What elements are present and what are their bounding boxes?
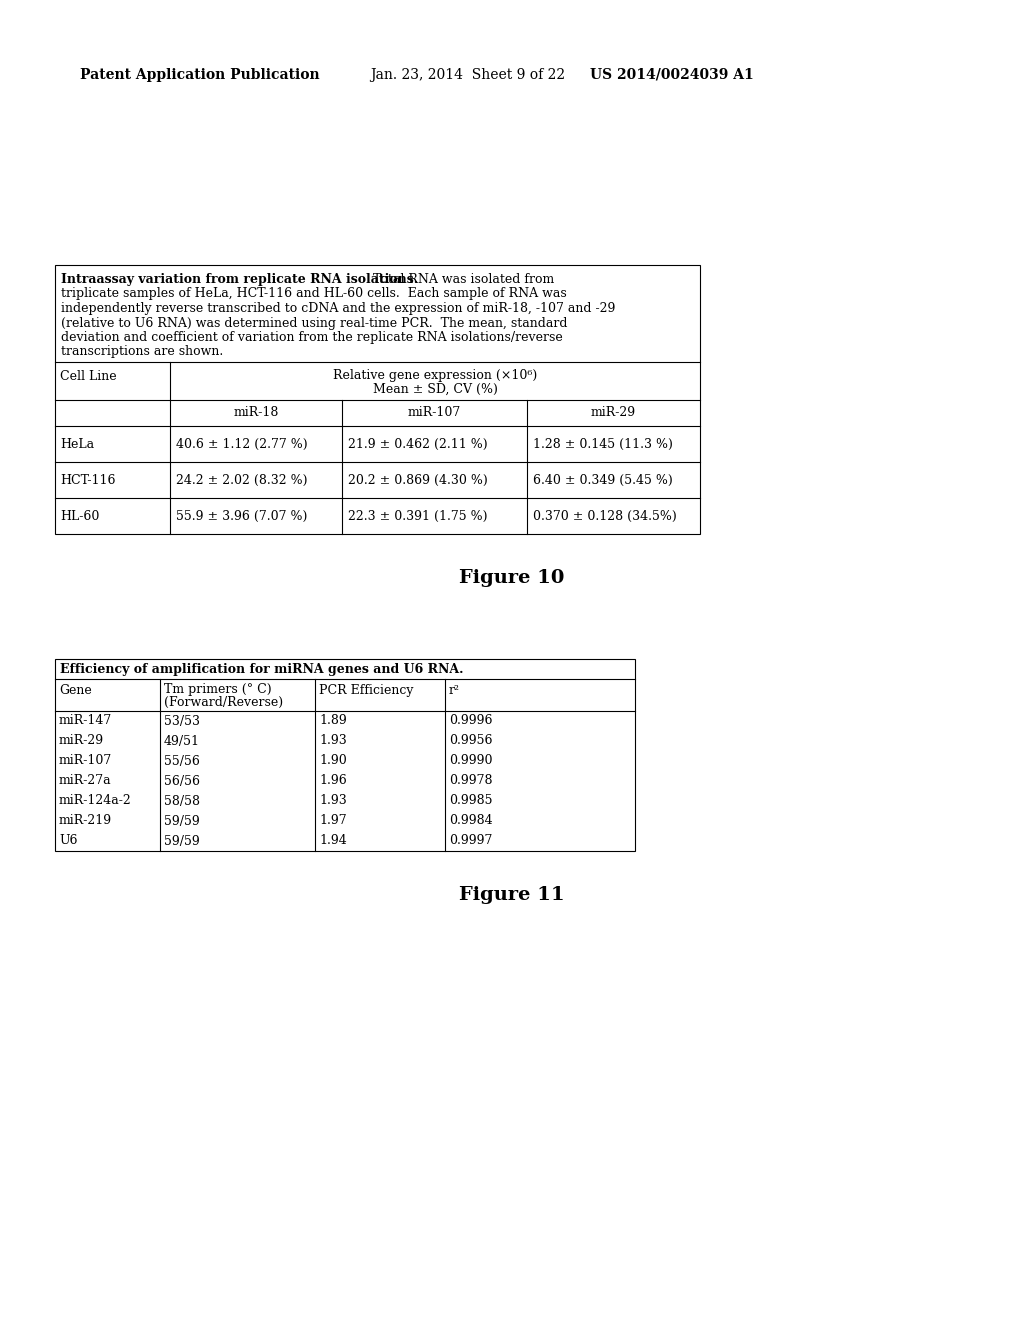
Text: (Forward/Reverse): (Forward/Reverse) bbox=[164, 696, 283, 709]
Text: miR-27a: miR-27a bbox=[59, 775, 112, 788]
Text: 1.90: 1.90 bbox=[319, 755, 347, 767]
Text: 53/53: 53/53 bbox=[164, 714, 200, 727]
Text: 0.9985: 0.9985 bbox=[449, 795, 493, 808]
Text: 21.9 ± 0.462 (2.11 %): 21.9 ± 0.462 (2.11 %) bbox=[348, 437, 487, 450]
Text: HL-60: HL-60 bbox=[60, 510, 99, 523]
Text: Total RNA was isolated from: Total RNA was isolated from bbox=[365, 273, 554, 286]
Text: Jan. 23, 2014  Sheet 9 of 22: Jan. 23, 2014 Sheet 9 of 22 bbox=[370, 69, 565, 82]
Text: transcriptions are shown.: transcriptions are shown. bbox=[61, 346, 223, 359]
Text: deviation and coefficient of variation from the replicate RNA isolations/reverse: deviation and coefficient of variation f… bbox=[61, 331, 563, 345]
Text: Gene: Gene bbox=[59, 684, 92, 697]
Text: U6: U6 bbox=[59, 834, 78, 847]
Text: PCR Efficiency: PCR Efficiency bbox=[319, 684, 414, 697]
Text: Efficiency of amplification for miRNA genes and U6 RNA.: Efficiency of amplification for miRNA ge… bbox=[60, 663, 464, 676]
Text: 6.40 ± 0.349 (5.45 %): 6.40 ± 0.349 (5.45 %) bbox=[534, 474, 673, 487]
Text: 0.9990: 0.9990 bbox=[449, 755, 493, 767]
Text: 55.9 ± 3.96 (7.07 %): 55.9 ± 3.96 (7.07 %) bbox=[176, 510, 307, 523]
Text: Relative gene expression (×10⁶): Relative gene expression (×10⁶) bbox=[333, 370, 538, 381]
Text: 59/59: 59/59 bbox=[164, 814, 200, 828]
Text: 1.28 ± 0.145 (11.3 %): 1.28 ± 0.145 (11.3 %) bbox=[534, 437, 673, 450]
Text: 56/56: 56/56 bbox=[164, 775, 200, 788]
Text: 55/56: 55/56 bbox=[164, 755, 200, 767]
Text: 1.97: 1.97 bbox=[319, 814, 347, 828]
Text: miR-219: miR-219 bbox=[59, 814, 112, 828]
Text: 22.3 ± 0.391 (1.75 %): 22.3 ± 0.391 (1.75 %) bbox=[348, 510, 487, 523]
Text: 1.96: 1.96 bbox=[319, 775, 347, 788]
Text: HeLa: HeLa bbox=[60, 437, 94, 450]
Text: Figure 11: Figure 11 bbox=[459, 886, 565, 904]
Text: US 2014/0024039 A1: US 2014/0024039 A1 bbox=[590, 69, 754, 82]
Text: miR-29: miR-29 bbox=[591, 407, 636, 418]
Text: triplicate samples of HeLa, HCT-116 and HL-60 cells.  Each sample of RNA was: triplicate samples of HeLa, HCT-116 and … bbox=[61, 288, 566, 301]
Text: miR-124a-2: miR-124a-2 bbox=[59, 795, 132, 808]
Text: Tm primers (° C): Tm primers (° C) bbox=[164, 682, 271, 696]
Text: miR-107: miR-107 bbox=[408, 407, 461, 418]
Text: 0.9984: 0.9984 bbox=[449, 814, 493, 828]
Text: (relative to U6 RNA) was determined using real-time PCR.  The mean, standard: (relative to U6 RNA) was determined usin… bbox=[61, 317, 567, 330]
Text: 1.94: 1.94 bbox=[319, 834, 347, 847]
Text: 1.89: 1.89 bbox=[319, 714, 347, 727]
Text: 0.9996: 0.9996 bbox=[449, 714, 493, 727]
Text: 49/51: 49/51 bbox=[164, 734, 200, 747]
Text: miR-29: miR-29 bbox=[59, 734, 104, 747]
Text: 20.2 ± 0.869 (4.30 %): 20.2 ± 0.869 (4.30 %) bbox=[348, 474, 487, 487]
Text: 59/59: 59/59 bbox=[164, 834, 200, 847]
Text: HCT-116: HCT-116 bbox=[60, 474, 116, 487]
Text: miR-18: miR-18 bbox=[233, 407, 279, 418]
Text: Figure 10: Figure 10 bbox=[460, 569, 564, 587]
Text: 24.2 ± 2.02 (8.32 %): 24.2 ± 2.02 (8.32 %) bbox=[176, 474, 307, 487]
Text: miR-147: miR-147 bbox=[59, 714, 113, 727]
Text: miR-107: miR-107 bbox=[59, 755, 113, 767]
Text: 1.93: 1.93 bbox=[319, 795, 347, 808]
Text: Mean ± SD, CV (%): Mean ± SD, CV (%) bbox=[373, 383, 498, 396]
Text: 0.9956: 0.9956 bbox=[449, 734, 493, 747]
Text: 58/58: 58/58 bbox=[164, 795, 200, 808]
Text: independently reverse transcribed to cDNA and the expression of miR-18, -107 and: independently reverse transcribed to cDN… bbox=[61, 302, 615, 315]
Text: Cell Line: Cell Line bbox=[60, 370, 117, 383]
Text: Intraassay variation from replicate RNA isolations.: Intraassay variation from replicate RNA … bbox=[61, 273, 418, 286]
Text: 40.6 ± 1.12 (2.77 %): 40.6 ± 1.12 (2.77 %) bbox=[176, 437, 307, 450]
Text: 1.93: 1.93 bbox=[319, 734, 347, 747]
Text: 0.9997: 0.9997 bbox=[449, 834, 493, 847]
Text: r²: r² bbox=[449, 684, 460, 697]
Text: Patent Application Publication: Patent Application Publication bbox=[80, 69, 319, 82]
Text: 0.370 ± 0.128 (34.5%): 0.370 ± 0.128 (34.5%) bbox=[534, 510, 677, 523]
Bar bbox=[55, 659, 635, 851]
Bar bbox=[55, 265, 700, 535]
Text: 0.9978: 0.9978 bbox=[449, 775, 493, 788]
